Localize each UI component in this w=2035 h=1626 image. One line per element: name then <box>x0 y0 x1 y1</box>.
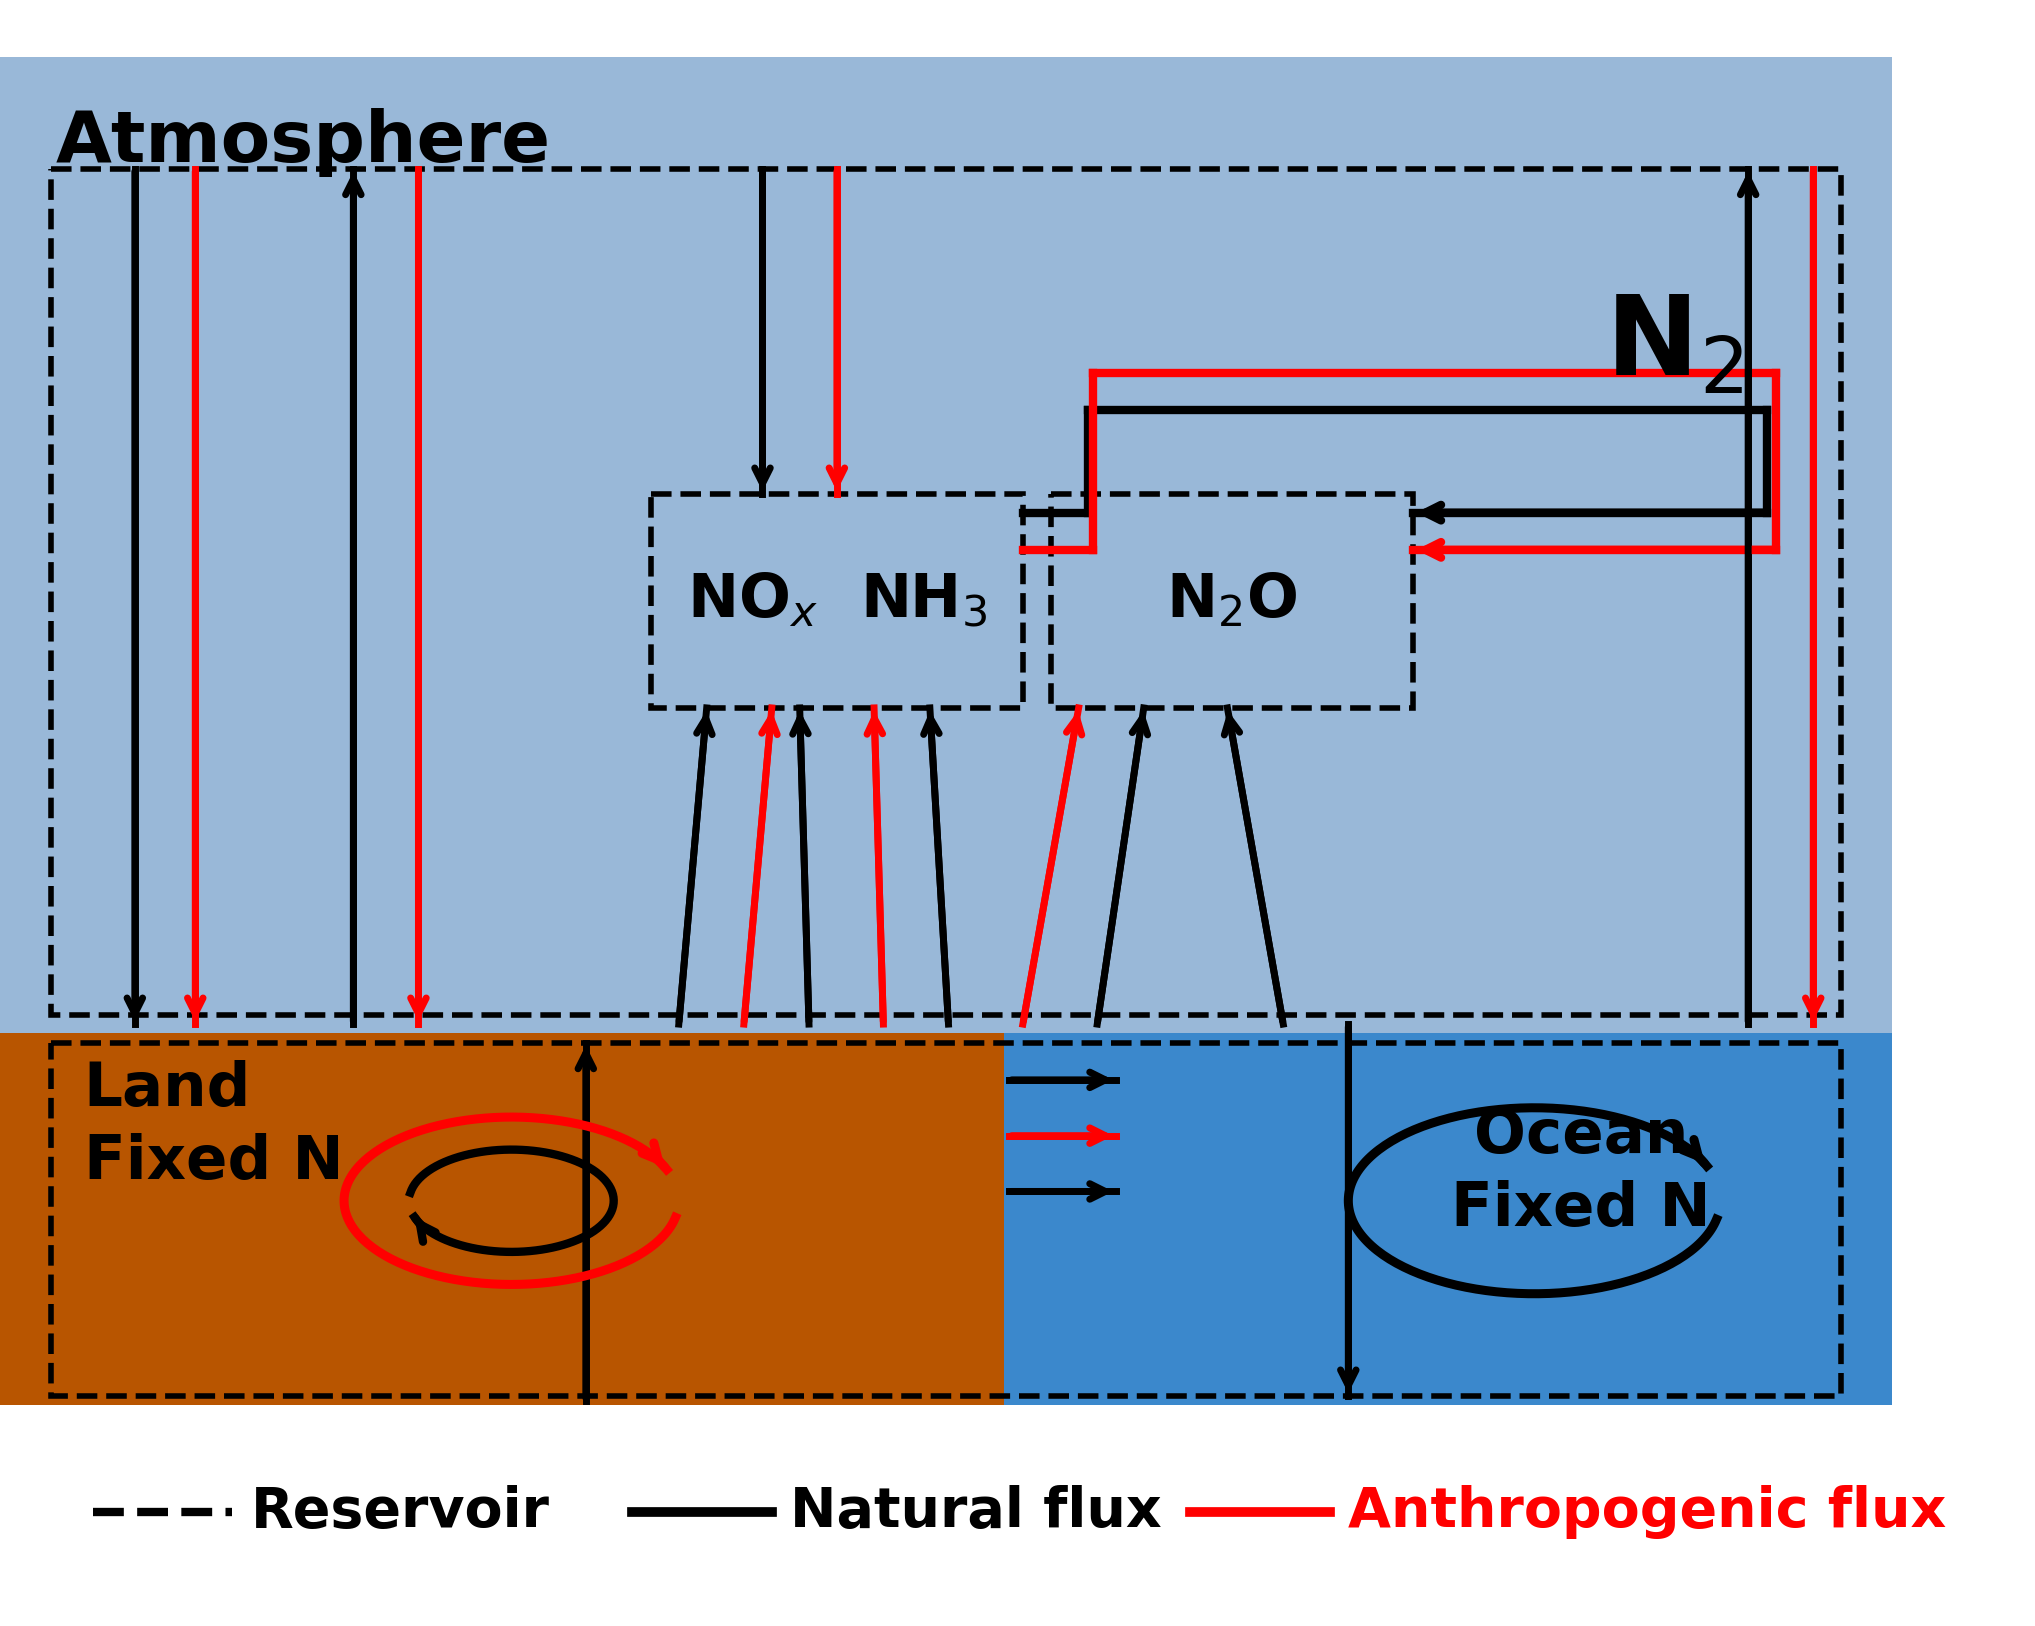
Bar <box>651 494 1024 707</box>
Bar <box>0 1442 1893 1569</box>
Text: Natural flux: Natural flux <box>790 1485 1162 1540</box>
Text: Land
Fixed N: Land Fixed N <box>83 1060 344 1192</box>
Text: Ocean
Fixed N: Ocean Fixed N <box>1451 1107 1711 1239</box>
Bar <box>1050 494 1414 707</box>
Polygon shape <box>1003 1034 1893 1405</box>
Bar <box>0 57 1893 1405</box>
Text: N$_2$O: N$_2$O <box>1166 571 1298 631</box>
Text: Reservoir: Reservoir <box>250 1485 549 1540</box>
Text: NO$_x$  NH$_3$: NO$_x$ NH$_3$ <box>686 571 987 631</box>
Bar <box>51 1042 1842 1397</box>
Text: N$_2$: N$_2$ <box>1606 291 1742 398</box>
Text: Anthropogenic flux: Anthropogenic flux <box>1349 1485 1947 1540</box>
Text: Atmosphere: Atmosphere <box>55 109 551 177</box>
Bar <box>51 169 1842 1015</box>
Bar <box>0 1034 1154 1405</box>
